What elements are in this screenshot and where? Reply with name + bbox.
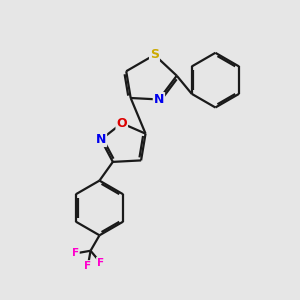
Text: O: O <box>116 117 127 130</box>
Text: N: N <box>154 93 164 106</box>
Text: N: N <box>96 133 106 146</box>
Text: F: F <box>84 261 92 271</box>
Text: F: F <box>97 258 104 268</box>
Text: F: F <box>72 248 79 258</box>
Text: S: S <box>150 48 159 62</box>
